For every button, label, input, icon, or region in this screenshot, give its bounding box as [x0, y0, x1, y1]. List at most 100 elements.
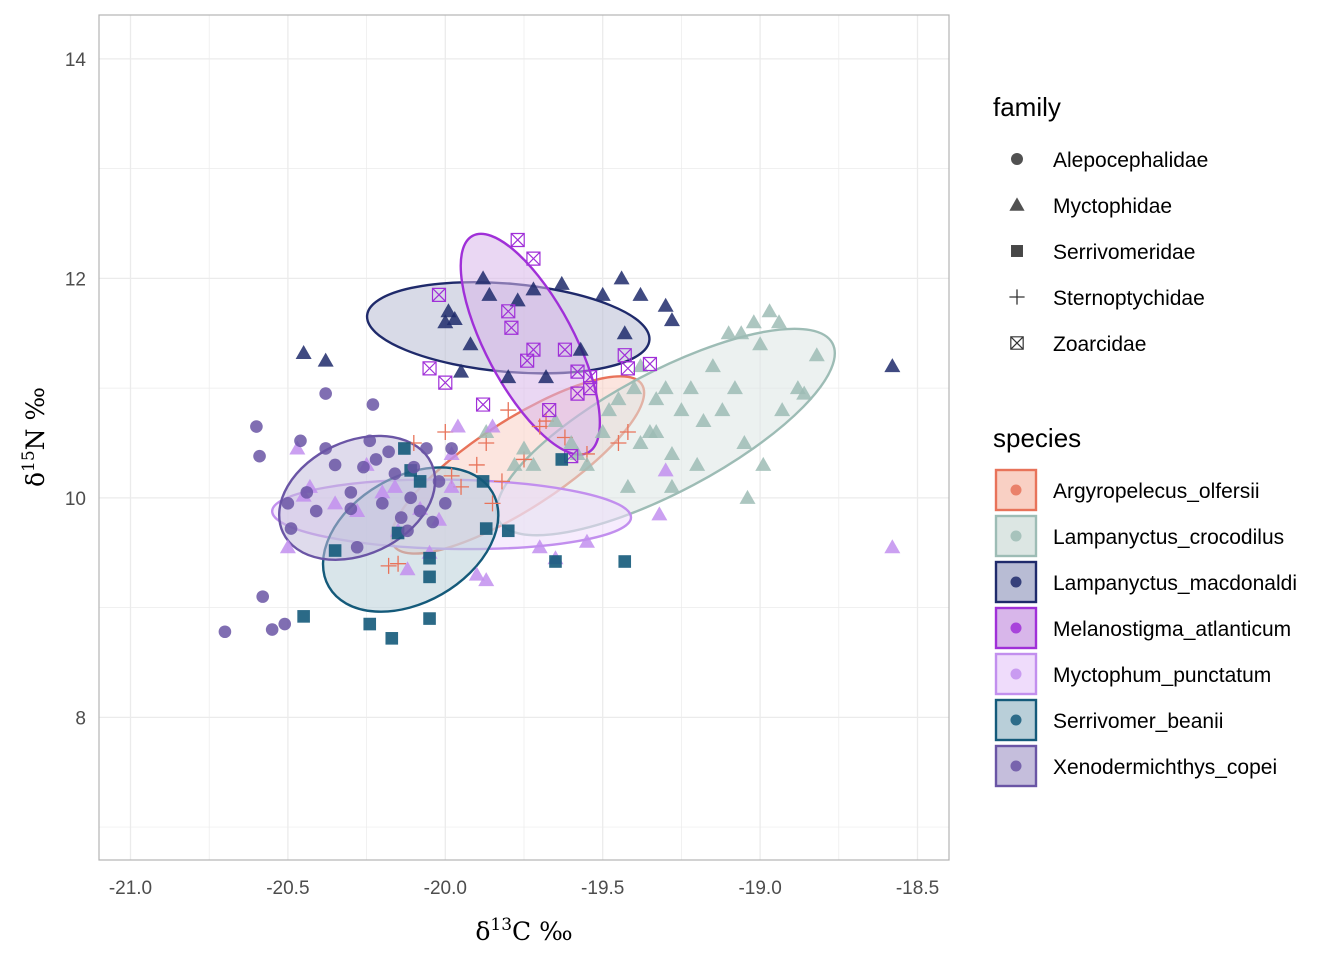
x-tick-label: -20.0 — [424, 878, 467, 899]
data-point — [423, 570, 436, 584]
data-point — [366, 398, 380, 411]
data-point — [481, 286, 498, 301]
data-point — [328, 544, 342, 557]
data-point — [808, 347, 825, 362]
data-point — [398, 442, 411, 455]
data-point — [388, 467, 402, 481]
data-point — [542, 402, 557, 418]
family-legend-key-boxx — [1010, 336, 1024, 350]
data-point — [438, 497, 452, 510]
data-point — [445, 442, 458, 455]
data-point — [695, 413, 712, 428]
species-legend-dot — [1010, 760, 1022, 772]
data-point — [663, 445, 680, 460]
data-point — [278, 617, 292, 631]
data-point — [386, 478, 403, 493]
x-tick-label: -19.0 — [738, 878, 781, 899]
data-point — [218, 625, 232, 639]
data-point — [531, 539, 548, 554]
data-point — [432, 475, 446, 488]
data-point — [663, 312, 680, 327]
data-point — [265, 623, 279, 636]
data-point — [755, 456, 772, 471]
data-point — [453, 363, 470, 378]
data-point — [549, 555, 562, 568]
data-point — [394, 511, 408, 524]
data-point — [619, 478, 636, 493]
species-legend-label: Myctophum_punctatum — [1053, 664, 1271, 687]
data-point — [500, 402, 517, 419]
species-legend-swatch — [994, 468, 1038, 512]
family-legend-key-circle — [1011, 153, 1023, 165]
panel-border — [98, 14, 950, 861]
data-point — [509, 292, 526, 307]
data-point — [478, 572, 495, 587]
data-point — [468, 566, 485, 581]
data-point — [289, 440, 306, 455]
data-point — [319, 442, 332, 455]
data-point — [391, 526, 405, 540]
data-point — [619, 424, 636, 441]
data-point — [745, 314, 762, 329]
data-point — [774, 402, 791, 417]
data-point — [327, 495, 344, 510]
family-legend: family Alepocephalidae Myctophidae Serrivo… — [993, 92, 1208, 356]
data-point — [733, 325, 750, 340]
data-point — [401, 524, 414, 538]
x-axis-title: δ13C ‰ — [475, 915, 572, 946]
x-tick-label: -18.5 — [896, 878, 939, 899]
data-point — [720, 325, 737, 340]
data-point — [616, 325, 633, 340]
data-point — [689, 456, 706, 471]
species-legend-label: Serrivomer_beanii — [1053, 710, 1223, 733]
data-point — [493, 473, 510, 490]
species-legend-label: Melanostigma_atlanticum — [1053, 618, 1291, 641]
data-point — [423, 551, 436, 565]
data-point — [752, 336, 769, 351]
data-point — [610, 434, 627, 451]
data-point — [578, 533, 595, 548]
data-point — [673, 402, 690, 417]
data-point — [382, 445, 395, 459]
data-point — [682, 380, 699, 395]
data-point — [443, 478, 460, 493]
data-point — [610, 391, 627, 406]
species-legend-swatch — [994, 744, 1038, 788]
x-tick-label: -19.5 — [581, 878, 624, 899]
data-point — [657, 462, 674, 477]
data-point — [583, 381, 598, 396]
family-legend-key-square — [1011, 245, 1023, 257]
data-point — [350, 540, 364, 554]
data-point — [294, 434, 307, 448]
data-point — [526, 342, 541, 357]
data-point — [374, 484, 391, 499]
data-point — [620, 361, 635, 376]
data-point — [309, 504, 323, 518]
species-legend-dot — [1010, 530, 1022, 542]
data-point — [651, 506, 668, 521]
data-point — [663, 478, 680, 493]
data-point — [594, 424, 611, 439]
data-point — [714, 402, 731, 417]
data-point — [739, 489, 756, 504]
y-tick-label: 10 — [65, 489, 86, 510]
y-tick-label: 12 — [65, 269, 86, 290]
data-point — [796, 385, 813, 400]
data-point — [420, 442, 433, 455]
data-point — [363, 434, 377, 448]
family-legend-label: Myctophidae — [1053, 195, 1172, 218]
data-point — [344, 502, 358, 516]
family-legend-label: Zoarcidae — [1053, 333, 1146, 356]
species-legend-dot — [1010, 576, 1022, 588]
species-legend-label: Lampanyctus_macdonaldi — [1053, 572, 1297, 595]
points-layer — [218, 232, 901, 645]
data-point — [440, 303, 457, 318]
data-point — [404, 491, 417, 505]
data-point — [476, 475, 490, 488]
data-point — [726, 380, 743, 395]
data-point — [376, 497, 389, 510]
species-legend-dot — [1010, 714, 1022, 726]
data-point — [525, 456, 542, 471]
data-point — [385, 632, 399, 645]
